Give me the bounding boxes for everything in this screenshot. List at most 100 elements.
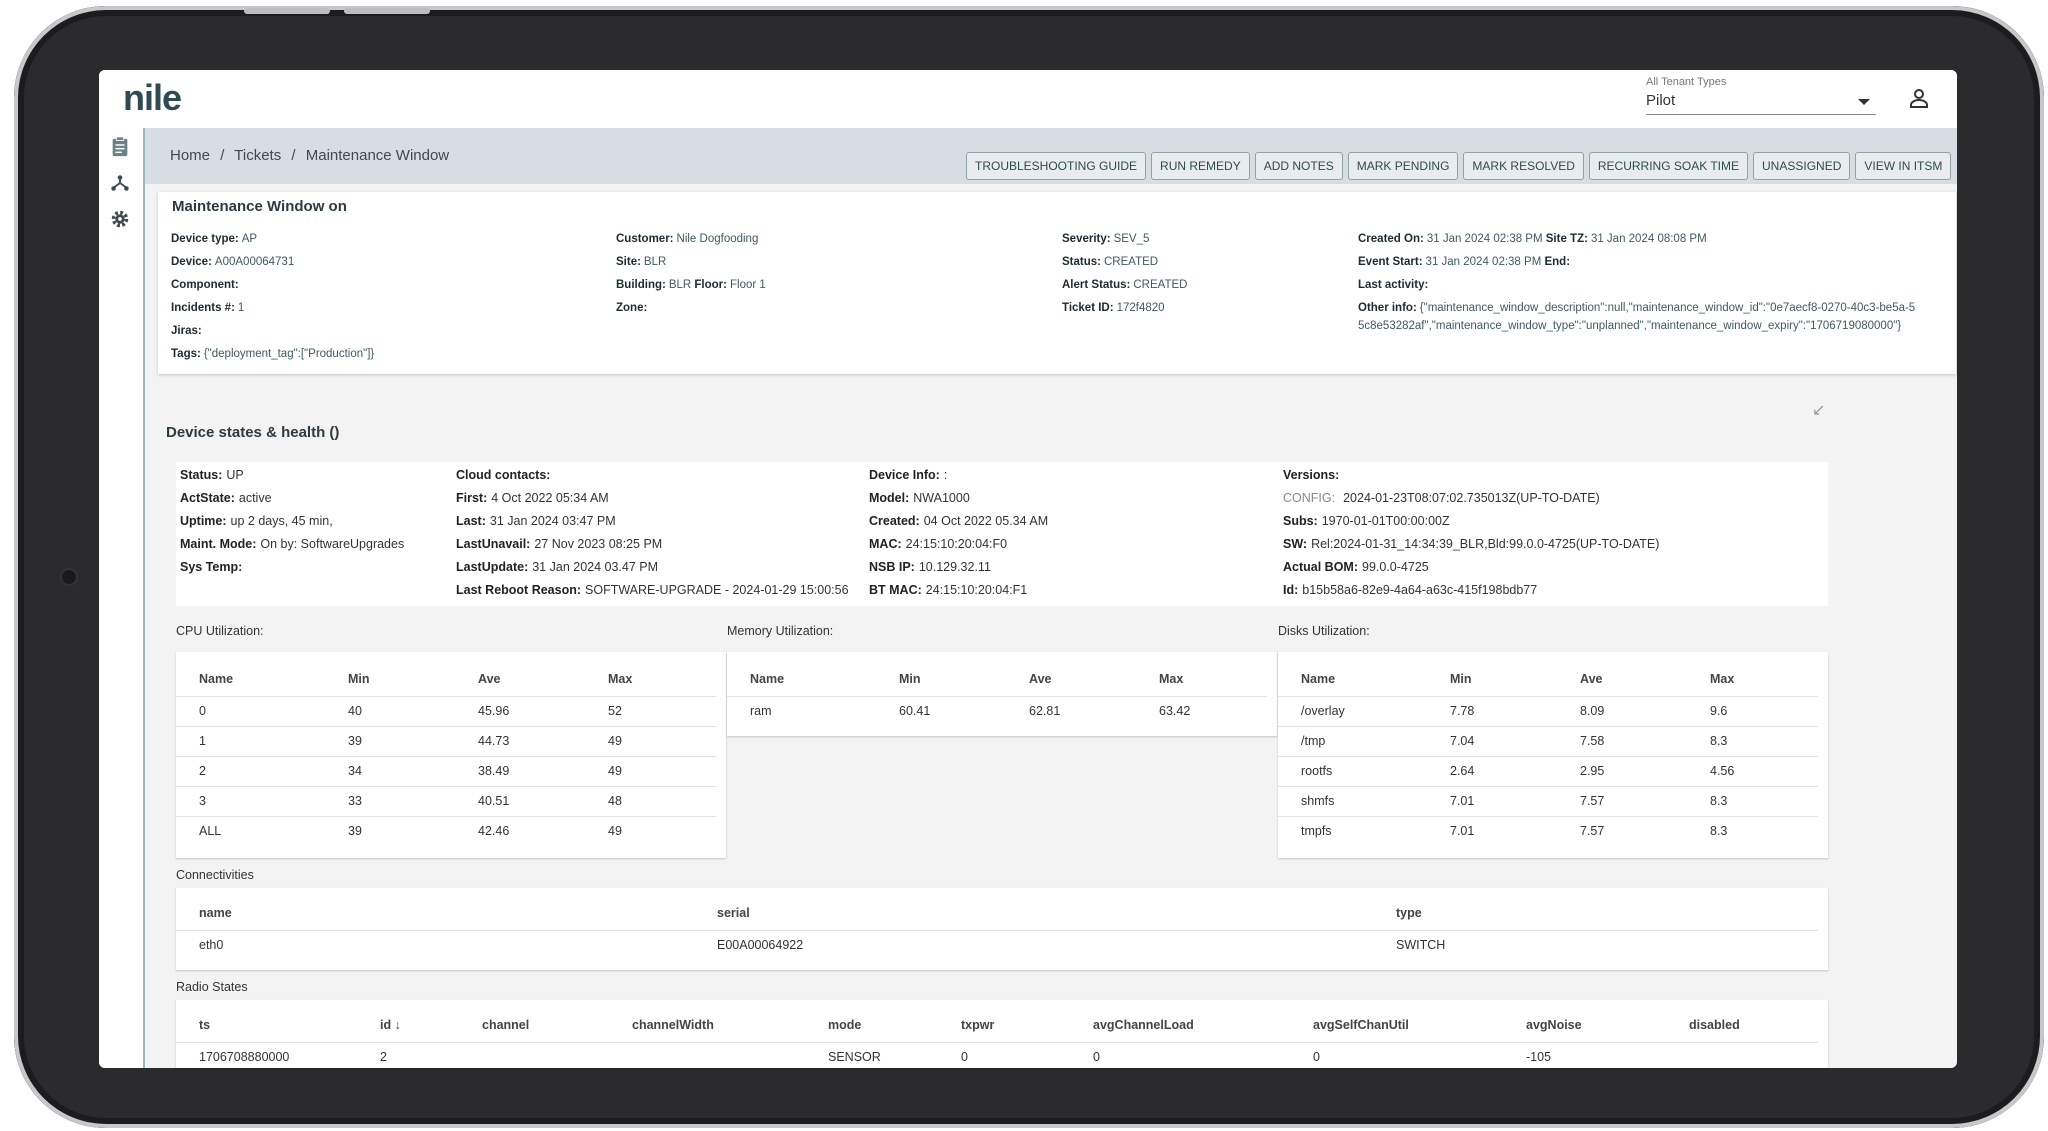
field-label: Incidents #: <box>171 302 235 314</box>
ticket-field: Customer: Nile Dogfooding <box>616 233 758 245</box>
view-in-itsm-button[interactable]: VIEW IN ITSM <box>1855 152 1952 180</box>
topology-icon[interactable] <box>109 172 131 194</box>
troubleshooting-guide-button[interactable]: TROUBLESHOOTING GUIDE <box>966 152 1147 180</box>
table-cell: eth0 <box>199 938 224 952</box>
column-header[interactable]: Name <box>1301 672 1336 686</box>
collapse-icon[interactable]: ↙ <box>1812 402 1826 419</box>
tenant-value[interactable]: Pilot <box>1646 92 1876 115</box>
field-value: {"deployment_tag":["Production"]} <box>203 348 375 360</box>
column-header[interactable]: Min <box>899 672 921 686</box>
table-cell: 2.64 <box>1450 764 1475 778</box>
table-cell: 52 <box>608 704 622 718</box>
add-notes-button[interactable]: ADD NOTES <box>1254 152 1343 180</box>
column-header[interactable]: txpwr <box>961 1018 995 1032</box>
column-header[interactable]: Ave <box>1580 672 1603 686</box>
table-cell: 7.04 <box>1450 734 1475 748</box>
field-label: Other info: <box>1358 302 1417 314</box>
field-value: up 2 days, 45 min, <box>230 514 333 528</box>
table-header-row: name serial type <box>176 888 1818 931</box>
field-value: AP <box>241 233 258 245</box>
column-header-label: id <box>380 1018 392 1032</box>
field-label: End: <box>1544 256 1571 268</box>
recurring-soak-time-button[interactable]: RECURRING SOAK TIME <box>1588 152 1749 180</box>
table-cell: 42.46 <box>478 824 510 838</box>
column-header[interactable]: ts <box>199 1018 211 1032</box>
column-header[interactable]: Min <box>1450 672 1472 686</box>
table-cell: 48 <box>608 794 622 808</box>
table-row: ram 60.41 62.81 63.42 <box>727 696 1267 726</box>
table-cell: 7.01 <box>1450 824 1475 838</box>
table-cell: 0 <box>961 1050 968 1064</box>
table-cell: 1 <box>199 734 206 748</box>
status-field: ActState: active <box>180 491 272 505</box>
field-label: Building: <box>616 279 666 291</box>
unassigned-button[interactable]: UNASSIGNED <box>1753 152 1851 180</box>
column-header[interactable]: mode <box>828 1018 862 1032</box>
table-cell: 0 <box>1313 1050 1320 1064</box>
field-label: NSB IP: <box>869 560 915 574</box>
status-field: SW: Rel:2024-01-31_14:34:39_BLR,Bld:99.0.… <box>1283 537 1659 551</box>
table-cell: 8.09 <box>1580 704 1605 718</box>
chevron-down-icon <box>1858 99 1870 105</box>
table-cell: 8.3 <box>1710 824 1728 838</box>
status-field: MAC: 24:15:10:20:04:F0 <box>869 537 1007 551</box>
tenant-select[interactable]: All Tenant Types Pilot <box>1646 76 1876 115</box>
breadcrumb-separator: / <box>220 147 225 164</box>
column-header[interactable]: Ave <box>478 672 501 686</box>
user-icon[interactable] <box>1907 86 1931 110</box>
column-header[interactable]: Name <box>750 672 785 686</box>
field-label: LastUnavail: <box>456 537 531 551</box>
memory-table: Name Min Ave Max ram 60.41 62.81 63.42 <box>727 652 1277 736</box>
table-cell: 7.01 <box>1450 794 1475 808</box>
column-header[interactable]: Name <box>199 672 234 686</box>
field-value: 1970-01-01T00:00:00Z <box>1321 514 1450 528</box>
nile-logo[interactable]: nile <box>123 77 182 118</box>
table-row: rootfs 2.64 2.95 4.56 <box>1278 756 1818 787</box>
breadcrumb-tickets[interactable]: Tickets <box>234 147 282 164</box>
column-header[interactable]: channel <box>482 1018 530 1032</box>
status-field: Actual BOM: 99.0.0-4725 <box>1283 560 1429 574</box>
status-field: Sys Temp: <box>180 560 246 574</box>
column-header[interactable]: serial <box>717 906 750 920</box>
field-label: Event Start: <box>1358 256 1423 268</box>
table-cell: 3 <box>199 794 206 808</box>
column-header[interactable]: Max <box>608 672 633 686</box>
column-header[interactable]: avgChannelLoad <box>1093 1018 1194 1032</box>
column-header[interactable]: Min <box>348 672 370 686</box>
column-header[interactable]: disabled <box>1689 1018 1740 1032</box>
status-field: Created: 04 Oct 2022 05.34 AM <box>869 514 1048 528</box>
field-value: Floor 1 <box>729 279 766 291</box>
breadcrumb-separator: / <box>291 147 296 164</box>
field-value: BLR <box>643 256 667 268</box>
table-cell: 7.57 <box>1580 794 1605 808</box>
breadcrumb-home[interactable]: Home <box>170 147 211 164</box>
column-header[interactable]: Ave <box>1029 672 1052 686</box>
field-value: 24:15:10:20:04:F1 <box>925 583 1028 597</box>
mark-pending-button[interactable]: MARK PENDING <box>1347 152 1459 180</box>
field-value: 172f4820 <box>1116 302 1165 314</box>
clipboard-icon[interactable] <box>109 136 131 158</box>
mark-resolved-button[interactable]: MARK RESOLVED <box>1463 152 1584 180</box>
field-label: Jiras: <box>171 325 202 337</box>
table-cell: 2 <box>199 764 206 778</box>
status-field: Last Reboot Reason: SOFTWARE-UPGRADE - 20… <box>456 583 849 597</box>
column-header[interactable]: avgNoise <box>1526 1018 1582 1032</box>
status-field: Subs: 1970-01-01T00:00:00Z <box>1283 514 1450 528</box>
gear-icon[interactable] <box>109 208 131 230</box>
field-label: Last activity: <box>1358 279 1429 291</box>
column-header[interactable]: channelWidth <box>632 1018 714 1032</box>
run-remedy-button[interactable]: RUN REMEDY <box>1151 152 1250 180</box>
column-header[interactable]: name <box>199 906 232 920</box>
disks-utilization-label: Disks Utilization: <box>1278 624 1370 638</box>
column-header[interactable]: type <box>1396 906 1422 920</box>
column-header[interactable]: Max <box>1159 672 1184 686</box>
column-header[interactable]: Max <box>1710 672 1735 686</box>
column-header-id[interactable]: id ↓ <box>380 1018 401 1032</box>
table-cell: SWITCH <box>1396 938 1446 952</box>
table-cell: SENSOR <box>828 1050 881 1064</box>
field-value: 31 Jan 2024 03.47 PM <box>532 560 659 574</box>
radio-states-table: ts id ↓ channel channelWidth mode txpwr … <box>176 1000 1828 1068</box>
column-header[interactable]: avgSelfChanUtil <box>1313 1018 1409 1032</box>
ticket-field: Device type: AP <box>171 233 257 245</box>
field-value: b15b58a6-82e9-4a64-a63c-415f198bdb77 <box>1302 583 1538 597</box>
